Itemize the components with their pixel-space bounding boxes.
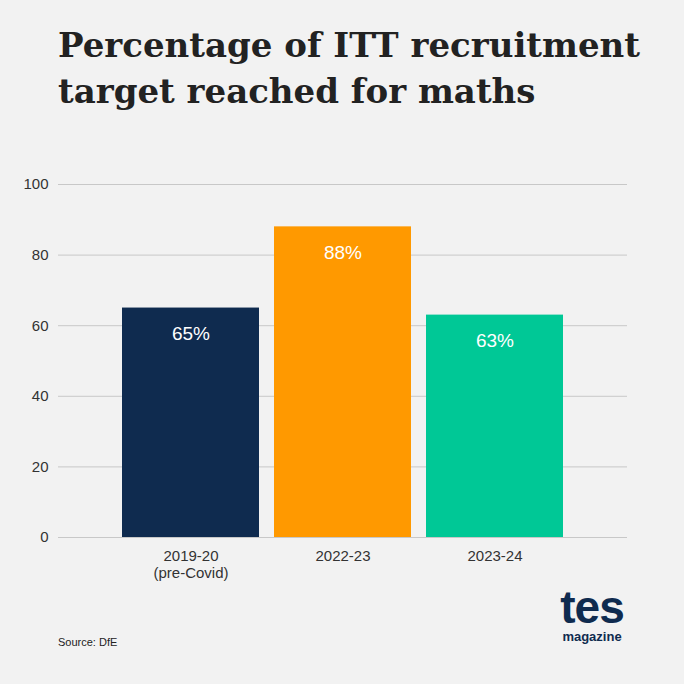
svg-text:65%: 65%: [172, 323, 210, 344]
svg-text:100: 100: [23, 175, 48, 192]
html-text:Percentage of ITT recruitment: Percentage of ITT recruitment target rea…: [58, 25, 640, 111]
svg-text:63%: 63%: [476, 330, 514, 351]
svg-text:0: 0: [40, 528, 48, 545]
svg-text:20: 20: [32, 458, 49, 475]
svg-text:60: 60: [32, 317, 49, 334]
svg-text:2019-20(pre-Covid): 2019-20(pre-Covid): [153, 547, 228, 581]
svg-text:40: 40: [32, 387, 49, 404]
svg-text:2023-24: 2023-24: [467, 547, 522, 564]
svg-text:2022-23: 2022-23: [315, 547, 370, 564]
html-text:Source: DfE: Source: DfE: [58, 636, 118, 648]
svg-text:80: 80: [32, 246, 49, 263]
svg-text:88%: 88%: [324, 242, 362, 263]
html-text:tes: tes: [560, 581, 624, 633]
html-text:magazine: magazine: [562, 629, 622, 644]
